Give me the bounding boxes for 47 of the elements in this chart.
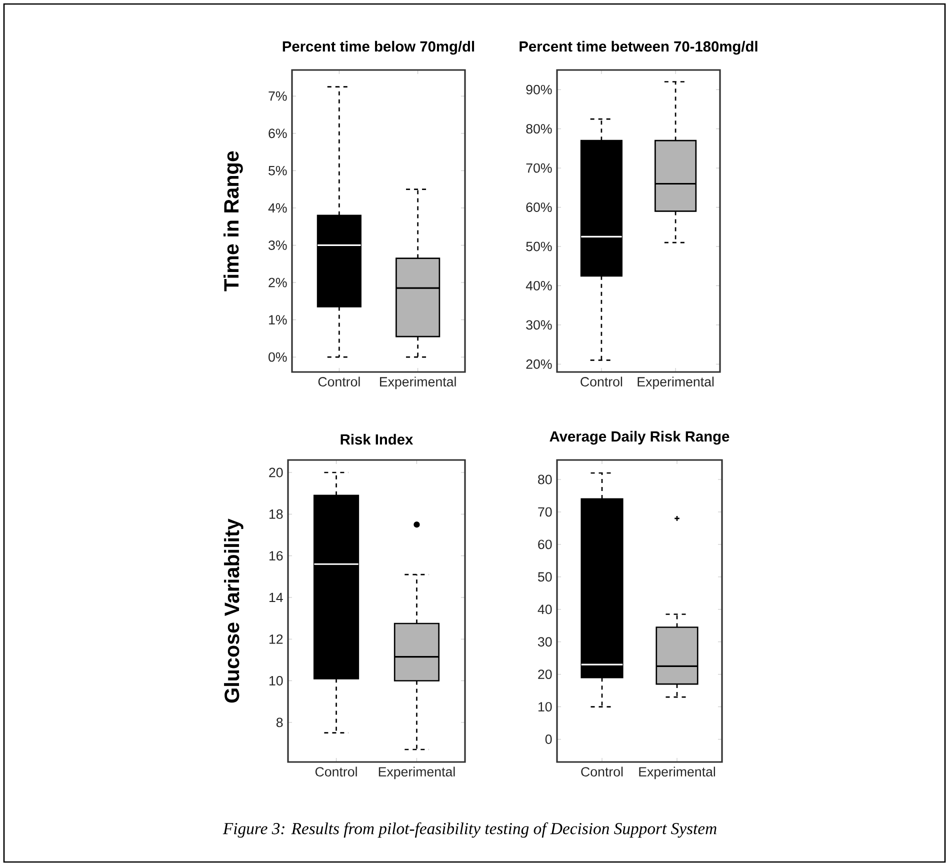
y-tick-label: 50 <box>538 572 552 582</box>
y-tick-label: 14 <box>269 592 283 602</box>
y-tick-label: 90% <box>526 84 552 94</box>
y-tick-label: 1% <box>269 315 287 324</box>
y-tick-label: 6% <box>268 128 287 138</box>
y-tick-label: 0 <box>545 734 552 744</box>
y-tick-label: 4% <box>268 203 287 213</box>
y-tick-label: 70% <box>526 163 552 173</box>
y-tick-label: 40 <box>538 604 552 614</box>
y-tick-label: 80% <box>526 124 552 134</box>
y-axis-title: Time in Range <box>224 151 243 292</box>
chart-title: Percent time between 70-180mg/dl <box>520 40 758 55</box>
y-tick-label: 60% <box>526 202 552 212</box>
chart-title: Risk Index <box>340 434 414 445</box>
y-tick-label: 0% <box>268 352 287 362</box>
chart-title: Average Daily Risk Range <box>550 430 730 445</box>
x-tick-label: Control <box>580 376 622 386</box>
y-axis-title: Glucose Variability <box>224 518 244 703</box>
y-tick-label: 40% <box>526 280 552 290</box>
y-tick-label: 3% <box>268 240 287 250</box>
y-tick-label: 7% <box>268 91 287 101</box>
x-tick-label: Experimental <box>639 766 716 780</box>
caption: Figure 3: Results from pilot-feasibility testing of Decision Support System <box>222 822 716 838</box>
y-tick-label: 2% <box>268 278 287 288</box>
y-tick-label: 70 <box>538 507 552 517</box>
y-tick-label: 5% <box>268 166 287 176</box>
y-tick-label: 30% <box>526 320 552 330</box>
y-tick-label: 80 <box>538 474 552 484</box>
chart-title: Percent time below 70mg/dl <box>282 40 474 55</box>
y-tick-label: 60 <box>538 540 552 550</box>
x-tick-label: Control <box>315 766 357 776</box>
y-tick-label: 20% <box>526 359 552 369</box>
x-tick-label: Control <box>581 766 623 776</box>
x-tick-label: Experimental <box>380 376 456 390</box>
x-tick-label: Control <box>318 376 360 386</box>
y-tick-label: 30 <box>538 637 552 647</box>
x-tick-label: Experimental <box>378 766 455 780</box>
y-tick-label: 18 <box>269 509 283 519</box>
y-tick-label: 10 <box>538 702 552 712</box>
y-tick-label: 20 <box>269 468 283 478</box>
x-tick-label: Experimental <box>638 376 714 390</box>
y-tick-label: 12 <box>269 634 283 644</box>
y-tick-label: 8 <box>276 718 283 728</box>
y-tick-label: 50% <box>526 242 552 252</box>
y-tick-label: 16 <box>269 551 283 561</box>
y-tick-label: 10 <box>269 676 283 686</box>
y-tick-label: 20 <box>538 670 552 680</box>
